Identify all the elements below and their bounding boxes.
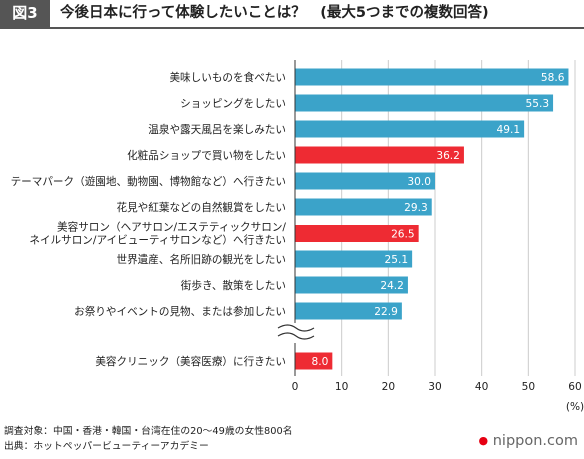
bar	[295, 250, 413, 268]
grid-layer	[341, 60, 576, 376]
category-label: 花見や紅葉などの自然観賞をしたい	[117, 201, 287, 214]
x-tick-label: 10	[335, 381, 349, 393]
x-tick-label: 60	[568, 381, 582, 393]
bar-value-label: 36.2	[436, 150, 460, 162]
axis-break-mark	[277, 324, 315, 332]
category-label: 街歩き、散策をしたい	[181, 279, 286, 292]
bar-value-label: 22.9	[374, 306, 398, 318]
axis-layer: 0 10 20 30 40 50 60 (%)	[275, 60, 584, 413]
label-layer: 58.6 美味しいものを食べたい 55.3 ショッピングをしたい 49.1 温泉や露天風呂…	[11, 71, 565, 368]
bar-highlighted	[295, 352, 333, 370]
bar	[295, 120, 525, 138]
bar-value-label: 8.0	[311, 356, 328, 368]
category-label: ショッピングをしたい	[180, 97, 286, 110]
category-label: 世界遺産、名所旧跡の観光をしたい	[117, 253, 287, 266]
brand-name: nippon.com	[492, 433, 578, 449]
bar	[295, 302, 402, 320]
bar-value-label: 55.3	[525, 98, 549, 110]
category-label: 温泉や露天風呂を楽しみたい	[148, 123, 286, 136]
axis-break-mask	[275, 323, 325, 343]
bar-layer	[295, 68, 569, 370]
brand-dot-icon: ●	[478, 434, 489, 447]
x-tick-label: 50	[522, 381, 536, 393]
category-label: 美容サロン（ヘアサロン/エステティックサロン/	[57, 221, 286, 234]
x-unit-label: (%)	[566, 401, 584, 413]
x-tick-label: 0	[292, 381, 299, 393]
figure-label: 図3	[0, 0, 50, 27]
bar-value-label: 49.1	[497, 124, 521, 136]
chart-title: 今後日本に行って体験したいことは？ (最大5つまでの複数回答)	[60, 5, 489, 21]
category-label: ネイルサロン/アイビューティサロンなど）へ行きたい	[29, 234, 286, 247]
bar	[295, 276, 408, 294]
axis-break-mark	[277, 332, 315, 340]
category-label: テーマパーク（遊園地、動物園、博物館など）へ行きたい	[11, 175, 286, 188]
category-label: 化粧品ショップで買い物をしたい	[127, 149, 286, 162]
bar	[295, 172, 435, 190]
bar-value-label: 30.0	[407, 176, 431, 188]
bar-value-label: 58.6	[541, 72, 565, 84]
bar	[295, 198, 432, 216]
source-note: 出典：ホットペッパービューティーアカデミー	[4, 441, 209, 452]
bar-highlighted	[295, 225, 419, 242]
x-tick-label: 20	[382, 381, 396, 393]
bar	[295, 68, 569, 86]
survey-target-note: 調査対象：中国・香港・韓国・台湾在住の20〜49歳の女性800名	[4, 426, 293, 437]
x-tick-label: 40	[475, 381, 489, 393]
category-label: 美容クリニック（美容医療）に行きたい	[95, 355, 286, 368]
category-label: お祭りやイベントの見物、または参加したい	[74, 305, 286, 318]
x-tick-label: 30	[428, 381, 442, 393]
bar-value-label: 24.2	[380, 280, 404, 292]
brand-logo: ● nippon.com	[479, 433, 578, 449]
bar	[295, 94, 554, 112]
category-label: 美味しいものを食べたい	[169, 71, 286, 84]
bar-value-label: 26.5	[391, 229, 415, 241]
header-rule	[0, 27, 584, 29]
bar-highlighted	[295, 146, 464, 164]
bar-value-label: 25.1	[385, 254, 409, 266]
bar-value-label: 29.3	[404, 202, 428, 214]
